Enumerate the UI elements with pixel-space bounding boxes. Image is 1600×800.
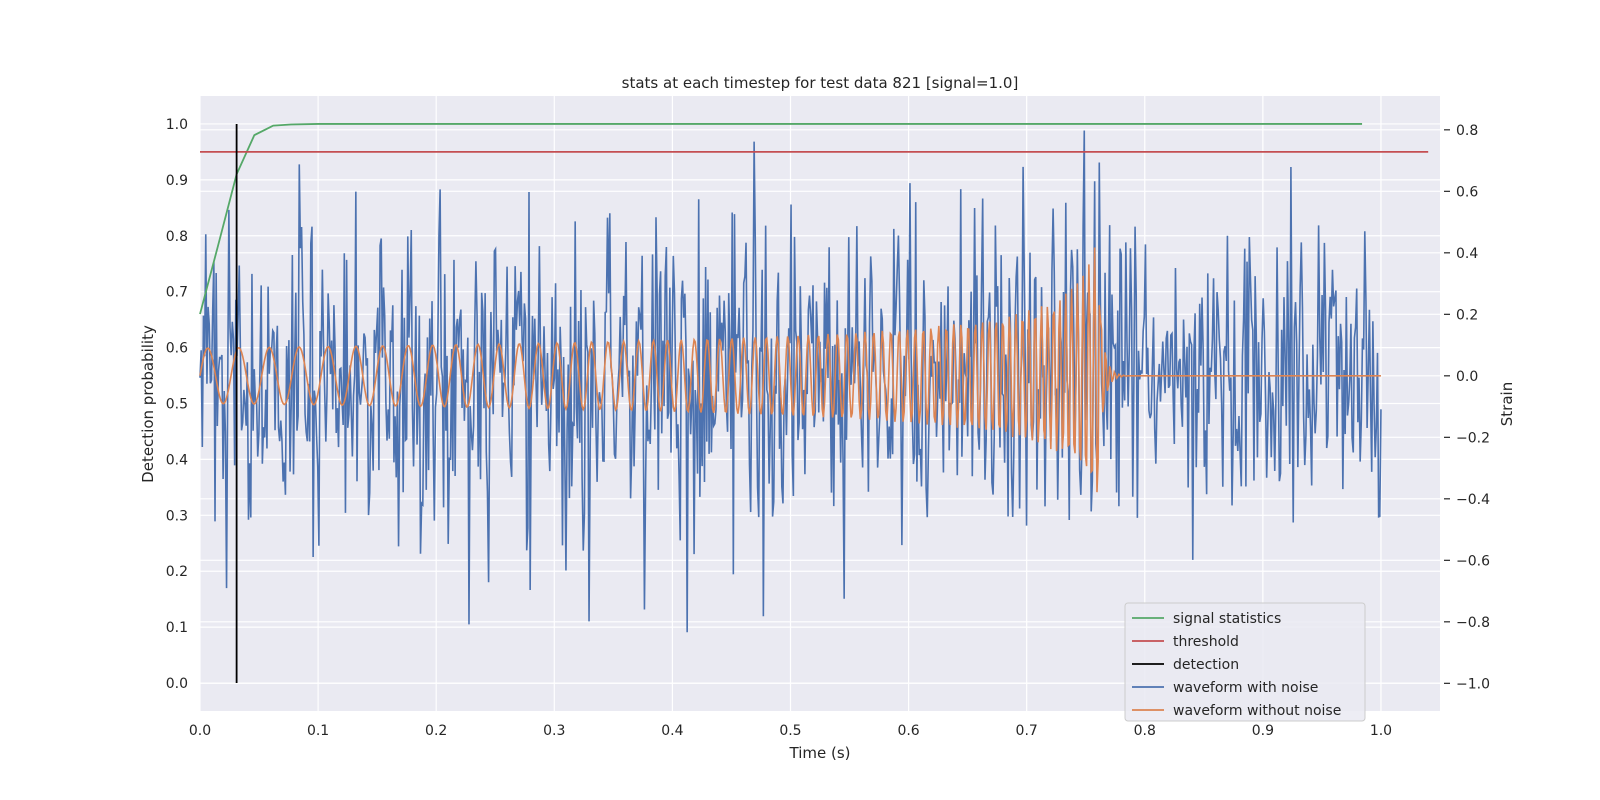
y-tick-label: 0.5	[166, 397, 188, 413]
x-axis-ticks: 0.0 0.1 0.2 0.3 0.4 0.5 0.6 0.7 0.8 0.9 1.0	[189, 723, 1392, 739]
x-axis-label: Time (s)	[789, 744, 851, 762]
x-tick-label: 0.3	[543, 723, 565, 739]
y-tick-label: 0.9	[166, 173, 188, 189]
waveform-with-noise-line	[199, 130, 1382, 633]
y2-tick-label: 0.4	[1456, 246, 1478, 262]
legend-label: waveform with noise	[1173, 680, 1318, 696]
overlay-lines-layer	[199, 123, 1429, 684]
chart-title: stats at each timestep for test data 821…	[622, 74, 1019, 92]
x-tick-label: 1.0	[1370, 723, 1392, 739]
waveform-without-noise-line	[199, 247, 1381, 493]
y-tick-label: 0.4	[166, 452, 188, 468]
waveform-with-noise-layer	[199, 130, 1382, 633]
y2-tick-label: −0.4	[1456, 492, 1490, 508]
x-tick-label: 0.0	[189, 723, 211, 739]
y-tick-label: 0.8	[166, 229, 188, 245]
y2-tick-label: −0.8	[1456, 615, 1490, 631]
legend-label: signal statistics	[1173, 611, 1281, 627]
y2-axis-label: Strain	[1498, 382, 1516, 426]
legend-label: waveform without noise	[1173, 703, 1341, 719]
x-tick-label: 0.2	[425, 723, 447, 739]
y2-tick-label: −1.0	[1456, 676, 1490, 692]
x-tick-label: 0.1	[307, 723, 329, 739]
legend-box	[1124, 602, 1366, 722]
x-tick-label: 0.8	[1134, 723, 1156, 739]
legend: signal statistics threshold detection wavef…	[1124, 602, 1366, 722]
y2-tick-label: 0.8	[1456, 123, 1478, 139]
legend-label: threshold	[1173, 634, 1239, 650]
x-tick-label: 0.9	[1252, 723, 1274, 739]
y2-tick-label: −0.2	[1456, 430, 1490, 446]
x-tick-label: 0.4	[661, 723, 683, 739]
y-tick-label: 1.0	[166, 117, 188, 133]
y2-tick-label: 0.0	[1456, 369, 1478, 385]
y-axis-label: Detection probability	[139, 325, 157, 483]
y2-tick-label: 0.6	[1456, 184, 1478, 200]
y-tick-label: 0.0	[166, 676, 188, 692]
y2-axis-ticks: −1.0 −0.8 −0.6 −0.4 −0.2 0.0 0.2 0.4 0.6 0.8	[1444, 123, 1490, 692]
y-tick-label: 0.7	[166, 285, 188, 301]
y2-tick-label: −0.6	[1456, 553, 1490, 569]
x-tick-label: 0.6	[897, 723, 919, 739]
signal-statistics-line	[199, 123, 1363, 315]
y-axis-ticks: 0.0 0.1 0.2 0.3 0.4 0.5 0.6 0.7 0.8 0.9 1.0	[166, 117, 188, 692]
waveform-without-noise-layer	[199, 247, 1381, 493]
legend-label: detection	[1173, 657, 1239, 673]
x-tick-label: 0.7	[1016, 723, 1038, 739]
y-tick-label: 0.3	[166, 508, 188, 524]
y-tick-label: 0.2	[166, 564, 188, 580]
y-tick-label: 0.6	[166, 341, 188, 357]
y-tick-label: 0.1	[166, 620, 188, 636]
y2-tick-label: 0.2	[1456, 307, 1478, 323]
x-tick-label: 0.5	[779, 723, 801, 739]
